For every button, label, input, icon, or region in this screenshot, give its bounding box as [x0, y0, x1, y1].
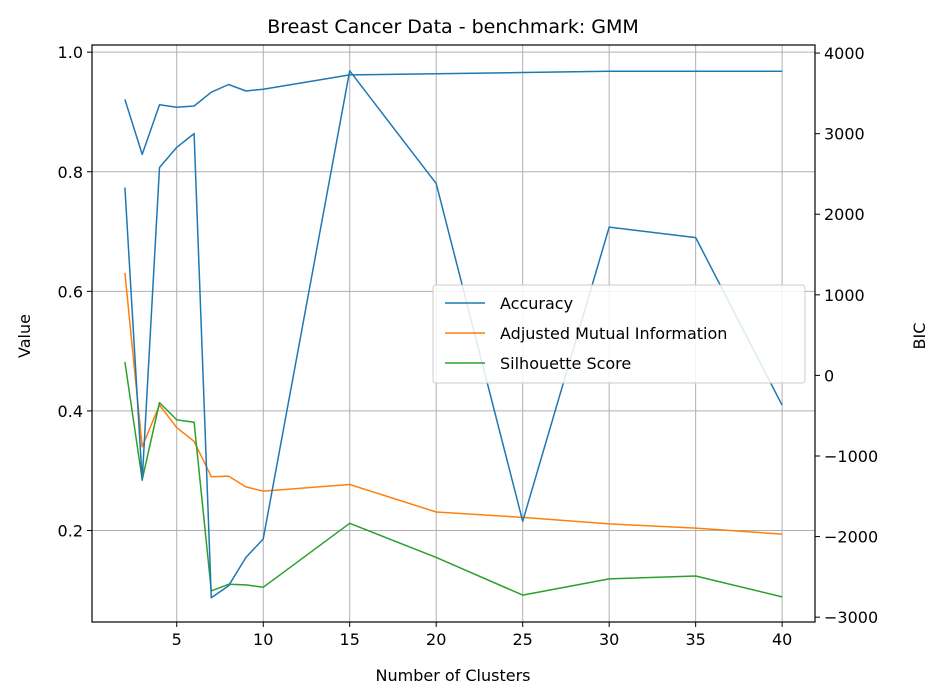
y2-tick-label: 4000 [824, 44, 865, 63]
series-line-adjusted-mutual-information [124, 272, 783, 535]
x-tick-label: 5 [172, 630, 182, 649]
x-tick-label: 10 [253, 630, 273, 649]
y2-tick-label: 2000 [824, 205, 865, 224]
y-tick-label: 0.8 [58, 163, 83, 182]
y2-axis-label: BIC [910, 323, 929, 350]
y2-tick-label: 0 [824, 366, 834, 385]
y2-tick-label: 3000 [824, 125, 865, 144]
y-axis-label: Value [15, 314, 34, 358]
y2-tick-label: −1000 [824, 447, 878, 466]
legend: Accuracy Adjusted Mutual Information Silho… [432, 284, 806, 384]
legend-label: Accuracy [500, 294, 573, 313]
x-tick-label: 25 [513, 630, 533, 649]
series-line-accuracy [124, 70, 783, 156]
y-tick-label: 0.4 [58, 402, 83, 421]
x-tick-label: 15 [340, 630, 360, 649]
legend-box [432, 284, 806, 384]
y2-tick-label: −3000 [824, 608, 878, 627]
x-tick-label: 40 [772, 630, 792, 649]
y-tick-label: 1.0 [58, 43, 83, 62]
y-tick-label: 0.2 [58, 522, 83, 541]
y2-tick-label: 1000 [824, 286, 865, 305]
x-tick-label: 20 [426, 630, 446, 649]
y2-tick-label: −2000 [824, 528, 878, 547]
x-tick-label: 30 [599, 630, 619, 649]
chart-title: Breast Cancer Data - benchmark: GMM [267, 16, 639, 38]
y-tick-label: 0.6 [58, 282, 83, 301]
y-axis-left: 0.2 0.4 0.6 0.8 1.0 [58, 43, 92, 541]
legend-label: Silhouette Score [500, 354, 631, 373]
series-line-silhouette-score [124, 361, 783, 598]
x-axis: 5 10 15 20 25 30 35 40 [172, 622, 792, 649]
x-tick-label: 35 [685, 630, 705, 649]
legend-label: Adjusted Mutual Information [500, 324, 727, 343]
x-axis-label: Number of Clusters [376, 666, 531, 685]
plot-frame [91, 44, 816, 623]
y-axis-right: −3000 −2000 −1000 0 1000 2000 3000 4000 [815, 44, 878, 627]
